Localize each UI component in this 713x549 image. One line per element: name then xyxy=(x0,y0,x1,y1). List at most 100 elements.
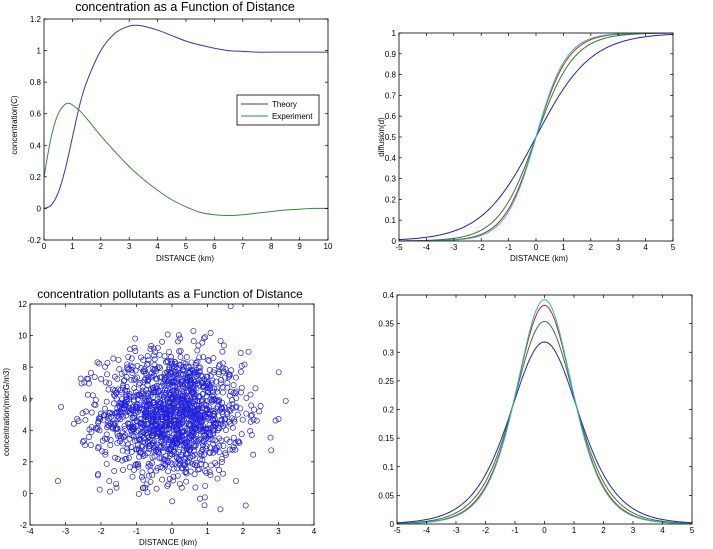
scatter-point xyxy=(142,409,149,416)
scatter-point xyxy=(133,446,139,453)
scatter-point xyxy=(207,472,214,479)
scatter-point xyxy=(121,399,128,406)
scatter-point xyxy=(168,407,175,414)
scatter-point xyxy=(172,364,179,371)
scatter-point xyxy=(157,423,164,430)
scatter-point xyxy=(166,348,172,355)
scatter-point xyxy=(156,399,163,406)
scatter-point xyxy=(169,364,175,371)
scatter-point xyxy=(175,332,182,339)
scatter-point xyxy=(152,365,158,372)
scatter-point xyxy=(158,382,165,389)
scatter-point xyxy=(210,427,217,433)
scatter-point xyxy=(241,361,248,368)
scatter-point xyxy=(232,374,239,381)
scatter-point xyxy=(226,446,233,453)
scatter-point xyxy=(219,360,226,367)
scatter-point xyxy=(245,348,252,355)
scatter-point xyxy=(89,392,96,399)
scatter-point xyxy=(136,453,143,460)
scatter-point xyxy=(200,425,207,432)
scatter-point xyxy=(232,446,239,453)
scatter-point xyxy=(220,342,227,349)
scatter-point xyxy=(140,476,147,483)
scatter-point xyxy=(215,398,222,405)
scatter-point xyxy=(161,389,168,396)
scatter-point xyxy=(173,416,180,423)
plot2-xlabel: DISTANCE (km) xyxy=(510,254,568,263)
scatter-point xyxy=(210,419,217,426)
scatter-point xyxy=(268,447,275,454)
scatter-point xyxy=(191,444,197,451)
scatter-point xyxy=(91,373,98,380)
scatter-point xyxy=(204,385,211,392)
scatter-point xyxy=(169,439,176,445)
scatter-point xyxy=(152,448,159,455)
scatter-point xyxy=(118,370,125,377)
scatter-point xyxy=(162,386,168,393)
scatter-point xyxy=(94,359,101,366)
scatter-point xyxy=(225,374,232,381)
scatter-point xyxy=(86,380,92,387)
scatter-point xyxy=(176,348,183,355)
scatter-point xyxy=(132,335,139,342)
scatter-point xyxy=(143,387,150,394)
scatter-point xyxy=(167,370,174,377)
scatter-point xyxy=(192,391,199,398)
scatter-point xyxy=(144,416,151,423)
scatter-point xyxy=(120,466,126,473)
scatter-point xyxy=(224,380,231,387)
scatter-point xyxy=(110,400,117,407)
scatter-point xyxy=(162,359,169,366)
scatter-point xyxy=(79,410,86,417)
y-tick-label: 0.25 xyxy=(378,377,394,386)
scatter-point xyxy=(231,416,238,423)
scatter-point xyxy=(186,447,193,454)
scatter-point xyxy=(210,410,217,417)
legend-label-experiment: Experiment xyxy=(272,112,313,121)
scatter-point xyxy=(214,475,221,482)
scatter-point xyxy=(188,379,195,386)
scatter-point xyxy=(160,449,167,455)
scatter-point xyxy=(115,433,122,440)
scatter-point xyxy=(131,418,138,425)
scatter-point xyxy=(96,360,103,367)
y-tick-label: 0.4 xyxy=(30,141,42,150)
scatter-point xyxy=(189,390,196,397)
scatter-point xyxy=(105,386,112,393)
scatter-point xyxy=(177,458,184,465)
x-tick-label: 4 xyxy=(660,526,665,535)
scatter-point xyxy=(151,430,158,437)
scatter-point xyxy=(275,369,282,376)
scatter-point xyxy=(151,448,158,455)
scatter-point xyxy=(205,432,212,439)
scatter-point xyxy=(172,443,179,450)
scatter-point xyxy=(120,377,127,384)
scatter-point xyxy=(199,391,206,398)
scatter-point xyxy=(144,489,151,496)
x-tick-label: -4 xyxy=(423,243,431,252)
scatter-point xyxy=(180,449,187,456)
scatter-point xyxy=(188,433,195,440)
scatter-point xyxy=(160,432,167,439)
y-tick-label: 8 xyxy=(23,363,28,372)
scatter-point xyxy=(237,368,244,375)
scatter-point xyxy=(102,379,109,386)
scatter-point xyxy=(247,418,254,425)
y-tick-label: 0.7 xyxy=(385,91,397,100)
scatter-point xyxy=(204,381,211,388)
scatter-point xyxy=(190,327,197,334)
scatter-point xyxy=(154,344,161,351)
y-tick-label: 0.1 xyxy=(383,463,395,472)
scatter-point xyxy=(141,377,148,384)
series-line-4 xyxy=(399,33,673,241)
scatter-point xyxy=(144,378,151,385)
y-tick-label: 0 xyxy=(37,204,42,213)
scatter-point xyxy=(192,398,199,405)
scatter-point xyxy=(110,355,117,362)
scatter-point xyxy=(138,389,145,396)
scatter-point xyxy=(114,375,121,382)
scatter-point xyxy=(147,346,154,353)
x-tick-label: -5 xyxy=(393,526,401,535)
scatter-point xyxy=(111,421,118,428)
